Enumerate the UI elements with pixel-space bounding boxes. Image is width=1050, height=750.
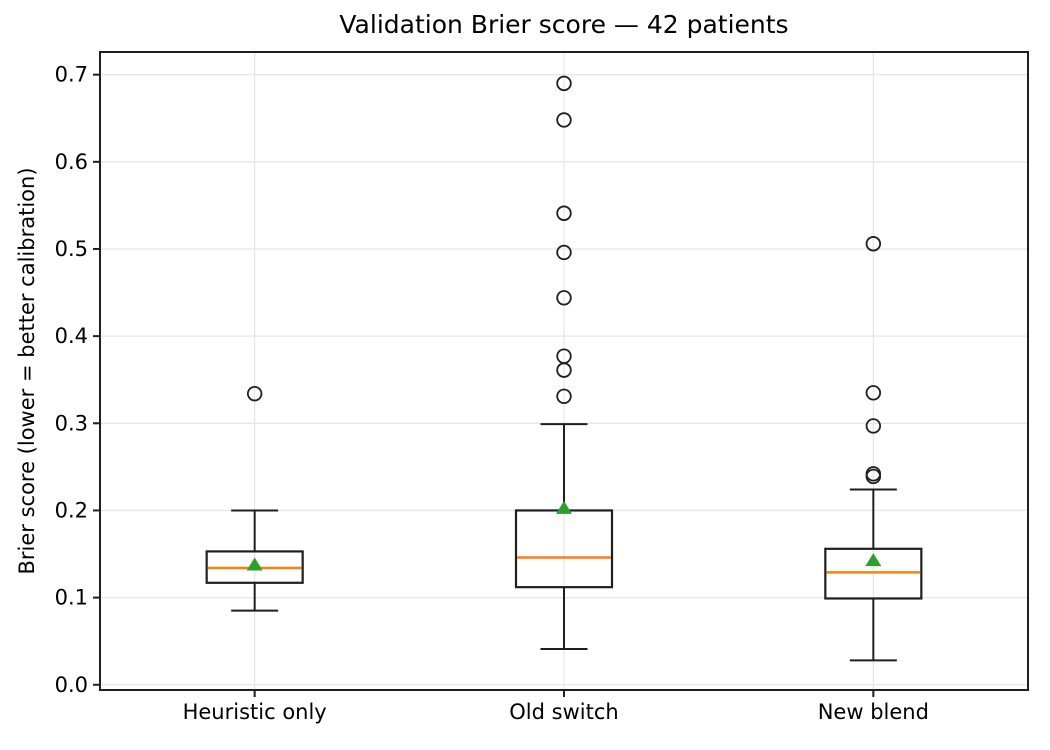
outlier-point [556,205,572,221]
y-tick-label: 0.6 [55,150,88,174]
x-tick-label: Heuristic only [183,700,327,724]
mean-marker [556,500,572,514]
mean-marker [865,553,882,567]
y-tick-label: 0.4 [55,324,88,348]
outlier-point [556,112,572,128]
y-tick-label: 0.0 [55,673,88,697]
iqr-box [824,547,923,600]
iqr-box [205,550,304,584]
outlier-point [556,388,572,404]
outlier-point [865,236,882,252]
y-tick-label: 0.7 [55,63,88,87]
chart-title: Validation Brier score — 42 patients [339,10,789,39]
outlier-point [556,75,572,92]
outlier-point [865,385,882,401]
y-tick-label: 0.2 [55,498,88,522]
outlier-point [246,385,263,402]
y-tick-label: 0.3 [55,411,88,435]
outlier-point [865,466,882,482]
outlier-point [865,418,882,434]
mean-marker [246,557,263,571]
outlier-point [556,290,572,306]
x-tick-label: New blend [818,700,929,724]
x-tick-label: Old switch [509,700,618,724]
y-axis-label: Brier score (lower = better calibration) [15,167,39,575]
outlier-point [556,348,572,364]
outlier-point [556,244,572,261]
y-tick-label: 0.5 [55,237,88,261]
y-tick-label: 0.1 [55,586,88,610]
